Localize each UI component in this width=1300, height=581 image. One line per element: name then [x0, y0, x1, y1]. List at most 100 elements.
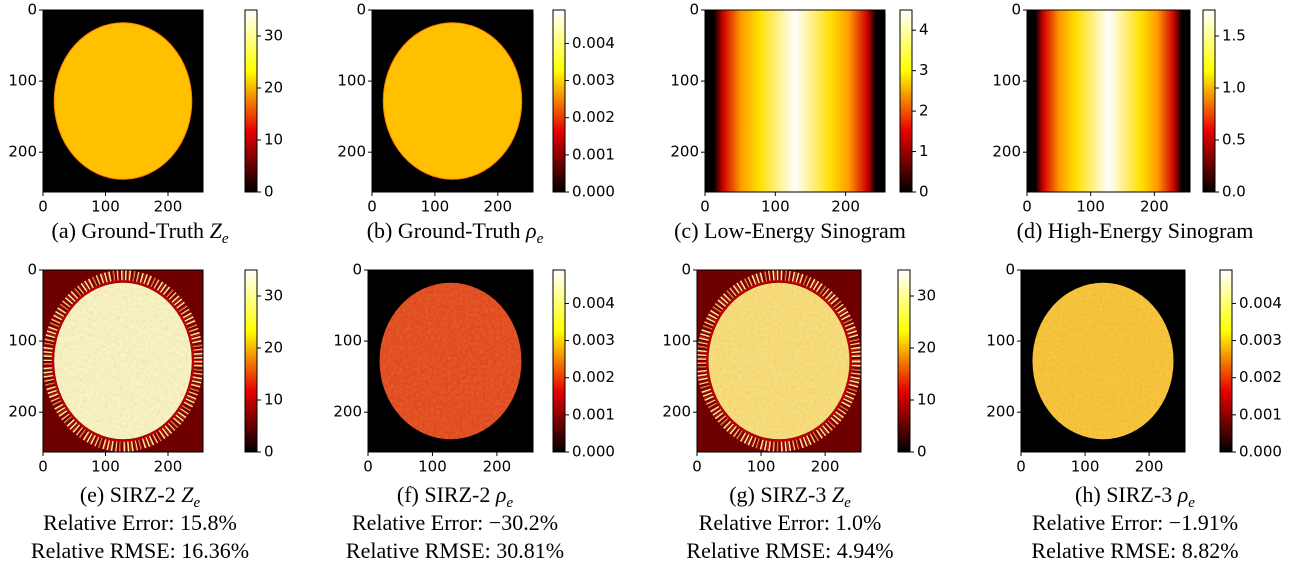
colorbar: [900, 10, 912, 192]
caption-symbol: ρ: [495, 482, 507, 507]
x-tick-label: 100: [747, 458, 776, 476]
x-tick-label: 100: [91, 458, 120, 476]
colorbar-tick-label: 0: [919, 183, 929, 201]
caption: (d) High-Energy Sinogram: [1017, 218, 1254, 243]
metric: Relative RMSE: 4.94%: [686, 538, 893, 563]
x-tick-label: 200: [154, 198, 183, 216]
colorbar-tick-label: 0.003: [1239, 331, 1282, 349]
colorbar-tick-label: 3: [919, 61, 929, 79]
colorbar-tick-label: 4: [919, 21, 929, 39]
caption-label: (c) Low-Energy Sinogram: [674, 218, 906, 243]
caption-symbol: ρ: [1177, 482, 1189, 507]
image: [368, 270, 533, 452]
caption: (c) Low-Energy Sinogram: [674, 218, 906, 243]
y-tick-label: 100: [986, 332, 1015, 350]
y-tick-label: 100: [662, 332, 691, 350]
x-tick-label: 100: [418, 458, 447, 476]
x-tick-label: 200: [483, 198, 512, 216]
y-tick-label: 100: [8, 332, 37, 350]
y-tick-label: 200: [333, 403, 362, 421]
caption-symbol: Z: [181, 482, 194, 507]
y-tick-label: 0: [689, 1, 699, 19]
colorbar-tick-label: 0.003: [572, 71, 615, 89]
caption-subscript: e: [194, 495, 201, 511]
metric: Relative RMSE: 8.82%: [1031, 538, 1238, 563]
colorbar-tick-label: 0.001: [1239, 405, 1282, 423]
x-tick-label: 200: [1140, 198, 1169, 216]
caption-label: (d) High-Energy Sinogram: [1017, 218, 1254, 243]
colorbar-tick-label: 0.002: [1239, 368, 1282, 386]
x-tick-label: 200: [154, 458, 183, 476]
caption-label: (b) Ground-Truth: [367, 218, 521, 243]
x-tick-label: 200: [483, 458, 512, 476]
colorbar-tick-label: 30: [264, 27, 283, 45]
x-tick-label: 200: [811, 458, 840, 476]
colorbar-tick-label: 10: [917, 391, 936, 409]
x-tick-label: 0: [700, 198, 710, 216]
caption-label: (e) SIRZ-2: [80, 482, 176, 507]
colorbar-tick-label: 30: [264, 287, 283, 305]
image: [43, 10, 203, 192]
metric: Relative RMSE: 16.36%: [31, 538, 249, 563]
y-tick-label: 0: [1011, 1, 1021, 19]
caption-symbol: Z: [210, 218, 223, 243]
colorbar-tick-label: 1.5: [1222, 27, 1246, 45]
colorbar-tick-label: 0.000: [572, 443, 615, 461]
colorbar-tick-label: 1.0: [1222, 79, 1246, 97]
colorbar-tick-label: 1: [919, 142, 929, 160]
colorbar: [245, 270, 257, 452]
colorbar: [1220, 270, 1232, 452]
y-tick-label: 100: [337, 72, 366, 90]
y-tick-label: 0: [27, 1, 37, 19]
image: [705, 10, 885, 192]
image: [372, 10, 533, 192]
y-tick-label: 100: [8, 72, 37, 90]
colorbar-tick-label: 0.001: [572, 405, 615, 423]
x-tick-label: 0: [692, 458, 702, 476]
metric: Relative Error: −30.2%: [352, 510, 558, 535]
caption-symbol: Z: [832, 482, 845, 507]
colorbar: [553, 270, 565, 452]
x-tick-label: 0: [1022, 198, 1032, 216]
x-tick-label: 0: [38, 198, 48, 216]
colorbar-tick-label: 0.004: [1239, 294, 1282, 312]
y-tick-label: 0: [356, 1, 366, 19]
metric: Relative RMSE: 30.81%: [346, 538, 564, 563]
colorbar-tick-label: 0.002: [572, 108, 615, 126]
panel: 010020001002000.0000.0010.0020.0030.004(…: [986, 261, 1282, 564]
caption: (h) SIRZ-3 ρe: [1075, 482, 1195, 511]
caption-subscript: e: [222, 231, 229, 247]
colorbar-tick-label: 2: [919, 102, 929, 120]
metric: Relative Error: 1.0%: [699, 510, 882, 535]
panel: 010020001002000.00.51.01.5(d) High-Energ…: [992, 1, 1253, 244]
x-tick-label: 0: [1016, 458, 1026, 476]
y-tick-label: 200: [662, 403, 691, 421]
caption-symbol: ρ: [525, 218, 537, 243]
colorbar-tick-label: 0.5: [1222, 131, 1246, 149]
caption-label: (a) Ground-Truth: [52, 218, 205, 243]
colorbar-tick-label: 0.002: [572, 368, 615, 386]
colorbar-tick-label: 10: [264, 391, 283, 409]
x-tick-label: 0: [363, 458, 373, 476]
caption-label: (f) SIRZ-2: [397, 482, 490, 507]
colorbar-tick-label: 0.004: [572, 34, 615, 52]
y-tick-label: 200: [986, 403, 1015, 421]
colorbar: [553, 10, 565, 192]
caption: (a) Ground-Truth Ze: [52, 218, 229, 247]
disk: [54, 23, 192, 180]
caption: (f) SIRZ-2 ρe: [397, 482, 514, 511]
caption: (b) Ground-Truth ρe: [367, 218, 544, 247]
colorbar-tick-label: 0.000: [572, 183, 615, 201]
x-tick-label: 0: [38, 458, 48, 476]
caption-subscript: e: [537, 231, 544, 247]
disk: [383, 23, 521, 180]
x-tick-label: 200: [1135, 458, 1164, 476]
x-tick-label: 100: [761, 198, 790, 216]
x-tick-label: 100: [1071, 458, 1100, 476]
caption-subscript: e: [506, 495, 513, 511]
caption-subscript: e: [1188, 495, 1195, 511]
